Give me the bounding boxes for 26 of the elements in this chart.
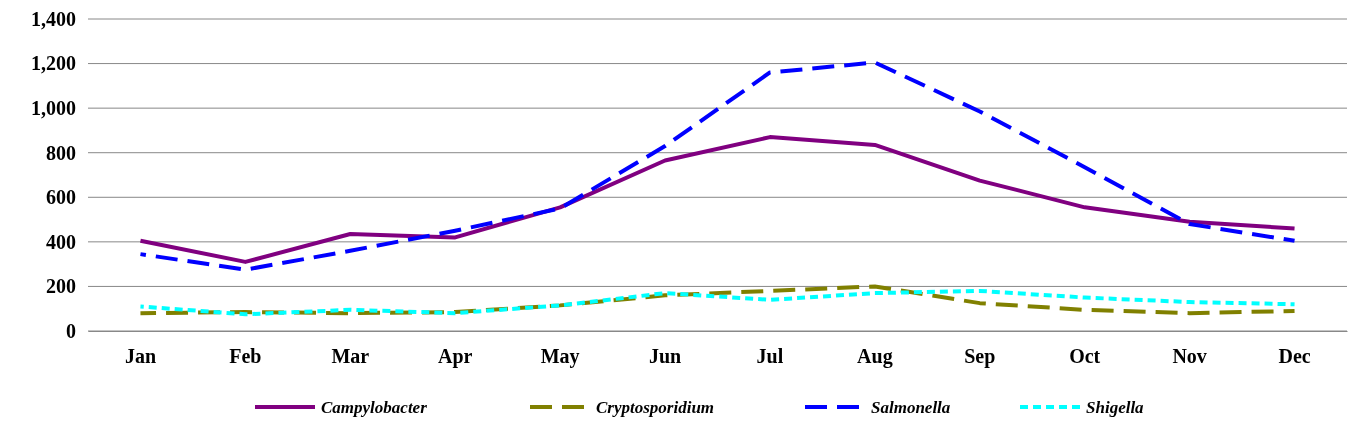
x-tick-label: Jan: [124, 345, 157, 368]
legend-label: Campylobacter: [321, 398, 428, 417]
legend-label: Shigella: [1086, 398, 1145, 417]
y-tick-label: 1,000: [31, 97, 76, 120]
y-tick-label: 1,200: [31, 52, 76, 75]
x-tick-label: Jul: [756, 345, 784, 368]
legend-label: Cryptosporidium: [596, 398, 715, 417]
y-tick-label: 800: [46, 141, 76, 164]
x-tick-label: Mar: [331, 345, 370, 368]
y-tick-label: 400: [46, 230, 76, 253]
x-tick-label: Oct: [1069, 345, 1101, 368]
legend-label: Salmonella: [871, 398, 951, 417]
line-series: [138, 60, 1297, 272]
x-tick-label: May: [540, 345, 580, 369]
y-tick-label: 600: [46, 186, 76, 209]
x-tick-label: Nov: [1172, 345, 1207, 368]
x-tick-label: Aug: [857, 345, 893, 369]
x-tick-label: Dec: [1278, 345, 1311, 368]
x-tick-label: Apr: [437, 345, 473, 369]
line-series: [138, 135, 1297, 264]
y-tick-label: 0: [66, 319, 76, 342]
y-tick-label: 200: [46, 275, 76, 298]
y-tick-label: 1,400: [31, 7, 76, 30]
x-tick-label: Jun: [648, 345, 682, 368]
x-tick-label: Sep: [964, 345, 996, 369]
x-tick-label: Feb: [229, 345, 262, 368]
